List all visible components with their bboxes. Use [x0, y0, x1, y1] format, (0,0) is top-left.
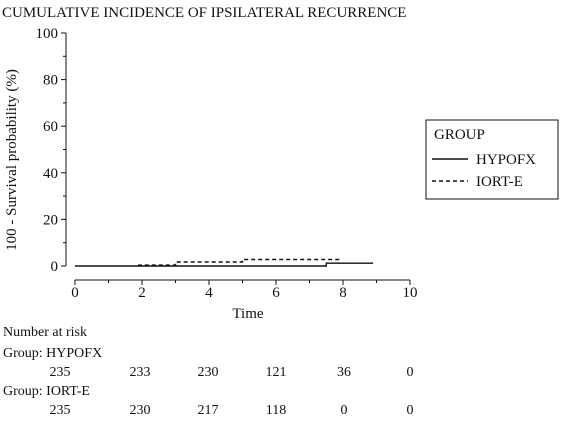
legend-title: GROUP: [434, 127, 485, 143]
axes: 0 20 40 60 80 100 0 2 4 6 8 10: [36, 26, 418, 301]
x-tick-label: 0: [71, 285, 79, 301]
y-tick-label: 40: [43, 166, 58, 182]
y-tick-label: 20: [43, 212, 58, 228]
y-tick-label: 100: [36, 26, 59, 42]
legend-label-hypofx: HYPOFX: [476, 152, 536, 168]
y-axis-label: 100 - Survival probability (%): [4, 69, 20, 251]
x-tick-label: 2: [138, 285, 146, 301]
legend: GROUP HYPOFX IORT-E: [425, 119, 559, 200]
series-line-hypofx: [75, 262, 374, 267]
legend-label-iort-e: IORT-E: [476, 174, 523, 190]
x-tick-label: 4: [205, 285, 213, 301]
x-tick-label: 6: [272, 285, 280, 301]
series-line-iort-e: [138, 258, 340, 266]
y-tick-label: 0: [51, 259, 59, 275]
y-tick-label: 60: [43, 119, 58, 135]
series-layer: [75, 258, 374, 267]
x-tick-label: 10: [403, 285, 418, 301]
y-tick-label: 80: [43, 73, 58, 89]
chart-title: CUMULATIVE INCIDENCE OF IPSILATERAL RECU…: [2, 5, 406, 21]
x-tick-label: 8: [339, 285, 347, 301]
x-axis-label: Time: [232, 306, 263, 322]
